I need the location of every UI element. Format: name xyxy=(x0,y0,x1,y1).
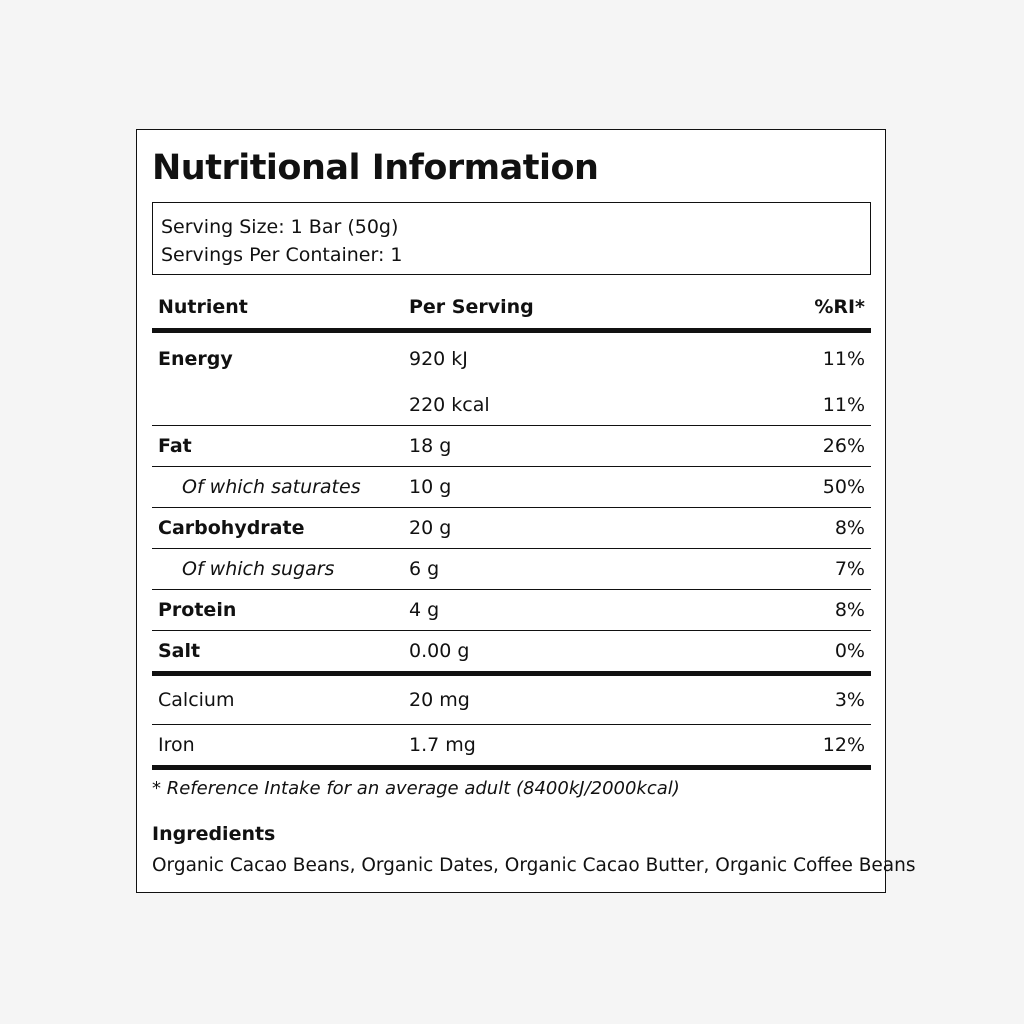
table-row: Of which sugars 6 g 7% xyxy=(152,548,871,590)
nutrition-label: Nutritional Information Serving Size: 1 … xyxy=(136,129,916,893)
nutrient-name: Of which saturates xyxy=(152,466,403,508)
ingredients-list: Organic Cacao Beans, Organic Dates, Orga… xyxy=(152,855,916,876)
ingredients-title: Ingredients xyxy=(152,823,276,845)
ri-value: 26% xyxy=(739,425,871,467)
header-per-serving: Per Serving xyxy=(403,286,739,333)
ri-value: 8% xyxy=(739,589,871,631)
header-nutrient: Nutrient xyxy=(152,286,403,333)
per-serving-value: 1.7 mg xyxy=(403,724,739,770)
per-serving-value: 20 g xyxy=(403,507,739,549)
table-row: Of which saturates 10 g 50% xyxy=(152,466,871,508)
nutrient-name: Iron xyxy=(152,724,403,770)
table-row: Fat 18 g 26% xyxy=(152,425,871,467)
table-row: Calcium 20 mg 3% xyxy=(152,673,871,725)
nutrient-name: Carbohydrate xyxy=(152,507,403,549)
per-serving-value: 10 g xyxy=(403,466,739,508)
nutrient-name: Energy xyxy=(158,348,233,370)
serving-size: Serving Size: 1 Bar (50g) xyxy=(161,216,399,238)
table-row: 220 kcal 11% xyxy=(152,385,871,426)
table-row: Iron 1.7 mg 12% xyxy=(152,724,871,770)
nutrient-name: Fat xyxy=(152,425,403,467)
ri-value: 12% xyxy=(739,724,871,770)
table-row: Protein 4 g 8% xyxy=(152,589,871,631)
ri-value: 3% xyxy=(739,673,871,725)
per-serving-value: 0.00 g xyxy=(403,630,739,676)
nutrition-table: Nutrient Per Serving %RI* Energy 920 kJ … xyxy=(152,286,871,770)
header-ri: %RI* xyxy=(739,286,871,333)
nutrient-name: Of which sugars xyxy=(152,548,403,590)
table-row: Salt 0.00 g 0% xyxy=(152,630,871,676)
serving-info-box: Serving Size: 1 Bar (50g) Servings Per C… xyxy=(152,202,871,275)
label-title: Nutritional Information xyxy=(152,148,599,188)
nutrient-name: Calcium xyxy=(152,673,403,725)
nutrient-name xyxy=(152,385,403,426)
nutrient-name: Protein xyxy=(152,589,403,631)
reference-intake-footnote: * Reference Intake for an average adult … xyxy=(152,778,680,799)
per-serving-value: 4 g xyxy=(403,589,739,631)
per-serving-value: 20 mg xyxy=(403,673,739,725)
ri-value: 0% xyxy=(739,630,871,676)
table-row: Energy 920 kJ 11% xyxy=(152,331,871,386)
table-row: Carbohydrate 20 g 8% xyxy=(152,507,871,549)
ri-value: 11% xyxy=(739,385,871,426)
nutrient-name: Salt xyxy=(152,630,403,676)
per-serving-value: 220 kcal xyxy=(403,385,739,426)
per-serving-value: 18 g xyxy=(403,425,739,467)
ri-value: 11% xyxy=(822,348,865,370)
per-serving-value: 920 kJ xyxy=(409,348,468,370)
table-header-row: Nutrient Per Serving %RI* xyxy=(152,286,871,333)
ri-value: 50% xyxy=(739,466,871,508)
servings-per-container: Servings Per Container: 1 xyxy=(161,244,403,266)
ri-value: 8% xyxy=(739,507,871,549)
per-serving-value: 6 g xyxy=(403,548,739,590)
ri-value: 7% xyxy=(739,548,871,590)
